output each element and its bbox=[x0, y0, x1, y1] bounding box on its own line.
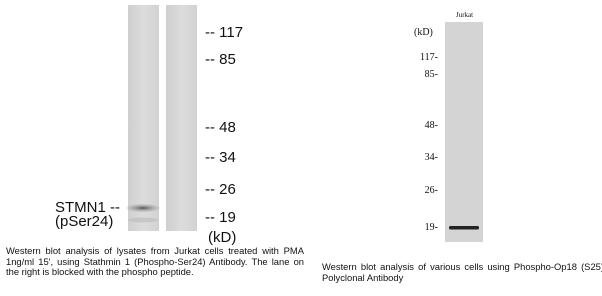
right-blot bbox=[440, 0, 490, 245]
unit-label: (kD) bbox=[208, 229, 236, 246]
band bbox=[449, 226, 479, 230]
marker-label: -- 26 bbox=[205, 181, 236, 198]
lane-label: Jurkat bbox=[456, 11, 473, 19]
marker-label: -- 34 bbox=[205, 149, 236, 166]
marker-label: -- 85 bbox=[205, 51, 236, 68]
unit-label: (kD) bbox=[414, 27, 433, 38]
marker-label: -- 19 bbox=[205, 209, 236, 226]
marker-label: 117- bbox=[408, 52, 438, 63]
band bbox=[128, 218, 158, 223]
lane bbox=[445, 22, 483, 242]
page: -- 117 -- 85 -- 48 -- 34 -- 26 -- 19 (kD… bbox=[0, 0, 602, 296]
marker-label: -- 117 bbox=[205, 24, 243, 41]
marker-label: 26- bbox=[408, 185, 438, 196]
marker-label: 85- bbox=[408, 69, 438, 80]
marker-label: 34- bbox=[408, 152, 438, 163]
left-blot bbox=[0, 0, 300, 240]
marker-label: 19- bbox=[408, 222, 438, 233]
caption: Western blot analysis of various cells u… bbox=[322, 262, 602, 283]
band bbox=[126, 204, 160, 212]
marker-label: -- 48 bbox=[205, 119, 236, 136]
lane bbox=[128, 5, 159, 231]
band-label: (pSer24) bbox=[55, 213, 113, 230]
caption: Western blot analysis of lysates from Ju… bbox=[6, 246, 304, 278]
marker-label: 48- bbox=[408, 120, 438, 131]
lane bbox=[166, 5, 197, 231]
